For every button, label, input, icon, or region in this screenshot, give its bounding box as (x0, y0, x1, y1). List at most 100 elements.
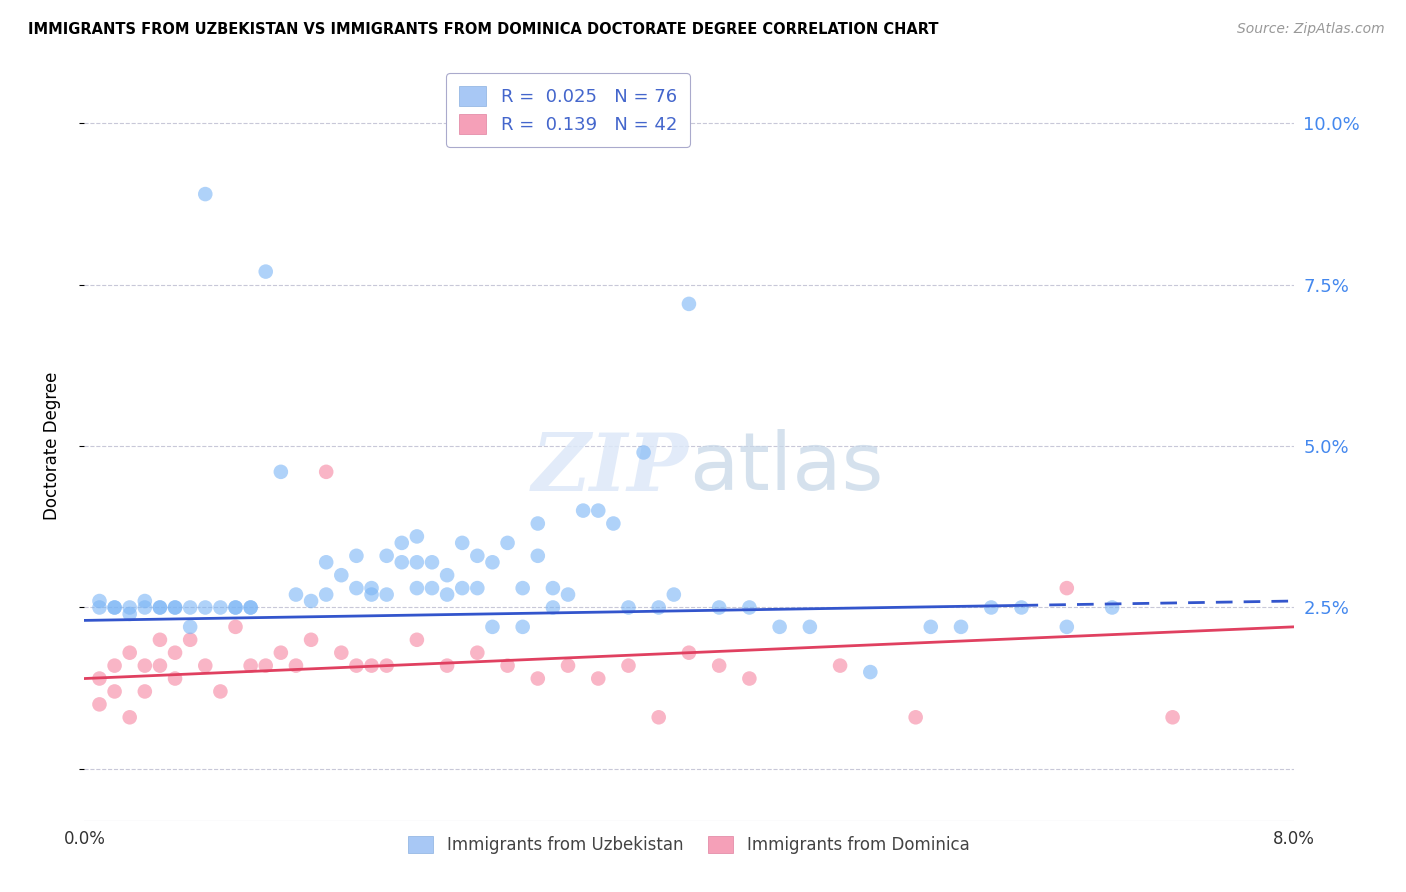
Point (527, 549, 550, 563)
Point (179, 620, 201, 634)
Point (678, 646, 700, 660)
Point (738, 672, 761, 686)
Point (527, 516, 550, 531)
Point (950, 620, 973, 634)
Point (541, 600, 564, 615)
Point (149, 632, 172, 647)
Point (104, 600, 127, 615)
Point (436, 658, 458, 673)
Point (118, 710, 141, 724)
Point (194, 600, 217, 615)
Text: atlas: atlas (689, 429, 883, 508)
Point (225, 620, 247, 634)
Point (285, 658, 308, 673)
Point (315, 465, 337, 479)
Point (299, 632, 322, 647)
Text: IMMIGRANTS FROM UZBEKISTAN VS IMMIGRANTS FROM DOMINICA DOCTORATE DEGREE CORRELAT: IMMIGRANTS FROM UZBEKISTAN VS IMMIGRANTS… (28, 22, 939, 37)
Point (709, 600, 731, 615)
Point (225, 600, 247, 615)
Point (360, 658, 382, 673)
Text: Source: ZipAtlas.com: Source: ZipAtlas.com (1237, 22, 1385, 37)
Point (104, 600, 127, 615)
Point (830, 658, 852, 673)
Point (541, 581, 564, 595)
Point (104, 684, 127, 698)
Point (662, 588, 685, 602)
Point (467, 581, 489, 595)
Point (557, 658, 579, 673)
Point (254, 658, 277, 673)
Point (617, 658, 640, 673)
Point (270, 646, 292, 660)
Point (557, 588, 579, 602)
Point (375, 658, 398, 673)
Point (134, 684, 156, 698)
Point (239, 600, 262, 615)
Point (89, 672, 111, 686)
Point (209, 600, 232, 615)
Point (467, 549, 489, 563)
Text: ZIP: ZIP (531, 430, 689, 508)
Point (980, 600, 1002, 615)
Point (406, 529, 429, 543)
Point (165, 600, 187, 615)
Point (1011, 600, 1033, 615)
Point (360, 588, 382, 602)
Point (436, 588, 458, 602)
Point (346, 549, 368, 563)
Point (134, 658, 156, 673)
Point (225, 600, 247, 615)
Point (859, 665, 882, 679)
Point (406, 632, 429, 647)
Point (420, 555, 443, 569)
Legend: Immigrants from Uzbekistan, Immigrants from Dominica: Immigrants from Uzbekistan, Immigrants f… (402, 830, 976, 861)
Y-axis label: Doctorate Degree: Doctorate Degree (42, 372, 60, 520)
Point (89, 698, 111, 712)
Point (194, 187, 217, 202)
Point (588, 672, 610, 686)
Point (738, 600, 761, 615)
Point (89, 594, 111, 608)
Point (709, 658, 731, 673)
Point (496, 536, 519, 550)
Point (165, 672, 187, 686)
Point (496, 658, 519, 673)
Point (633, 445, 655, 459)
Point (602, 516, 624, 531)
Point (149, 600, 172, 615)
Point (149, 600, 172, 615)
Point (179, 600, 201, 615)
Point (467, 646, 489, 660)
Point (118, 607, 141, 621)
Point (1101, 600, 1123, 615)
Point (648, 600, 671, 615)
Point (512, 581, 534, 595)
Point (481, 620, 503, 634)
Point (165, 600, 187, 615)
Point (920, 620, 942, 634)
Point (165, 646, 187, 660)
Point (315, 555, 337, 569)
Point (375, 588, 398, 602)
Point (179, 632, 201, 647)
Point (315, 588, 337, 602)
Point (799, 620, 821, 634)
Point (285, 588, 308, 602)
Point (346, 581, 368, 595)
Point (406, 581, 429, 595)
Point (330, 646, 353, 660)
Point (617, 600, 640, 615)
Point (346, 658, 368, 673)
Point (678, 297, 700, 311)
Point (451, 581, 474, 595)
Point (149, 658, 172, 673)
Point (1056, 620, 1078, 634)
Point (648, 710, 671, 724)
Point (391, 555, 413, 569)
Point (118, 646, 141, 660)
Point (527, 672, 550, 686)
Point (588, 503, 610, 517)
Point (239, 600, 262, 615)
Point (134, 600, 156, 615)
Point (904, 710, 927, 724)
